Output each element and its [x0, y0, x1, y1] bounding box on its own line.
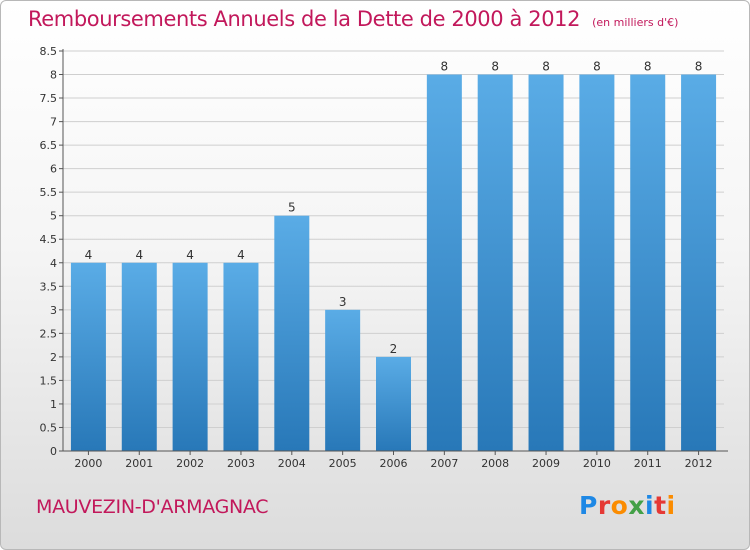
y-tick-label: 4.5	[40, 233, 58, 246]
bar	[426, 74, 462, 451]
logo-letter: t	[654, 491, 667, 520]
y-tick-label: 0.5	[40, 421, 58, 434]
logo-letter: x	[628, 491, 645, 520]
y-tick-label: 0	[50, 445, 57, 458]
bar	[528, 74, 564, 451]
y-tick-label: 7	[50, 116, 57, 129]
bar	[223, 262, 259, 451]
chart-title: Remboursements Annuels de la Dette de 20…	[28, 7, 581, 31]
y-tick-label: 6.5	[40, 139, 58, 152]
y-tick-label: 2.5	[40, 327, 58, 340]
y-tick-label: 7.5	[40, 92, 58, 105]
logo-letter: o	[610, 491, 629, 520]
x-tick-label: 2010	[583, 457, 611, 470]
bar	[274, 215, 310, 451]
x-tick-label: 2001	[125, 457, 153, 470]
bar	[121, 262, 157, 451]
x-tick-label: 2006	[380, 457, 408, 470]
x-tick-label: 2005	[329, 457, 357, 470]
logo-letter: i	[645, 491, 655, 520]
bar	[376, 356, 411, 451]
x-tick-label: 2007	[430, 457, 458, 470]
y-tick-label: 3	[50, 304, 57, 317]
bar	[681, 74, 717, 451]
bar-value-label: 4	[135, 248, 143, 262]
x-tick-label: 2008	[481, 457, 509, 470]
x-tick-label: 2011	[634, 457, 662, 470]
bar-value-label: 4	[186, 248, 194, 262]
logo-letter: r	[597, 491, 611, 520]
x-tick-label: 2004	[278, 457, 306, 470]
logo-letter: P	[579, 491, 598, 520]
bar-value-label: 8	[593, 60, 601, 74]
y-tick-label: 8.5	[40, 45, 58, 58]
y-tick-label: 5	[50, 210, 57, 223]
bar-value-label: 8	[695, 60, 703, 74]
bar-value-label: 8	[542, 60, 550, 74]
axes	[59, 49, 728, 455]
bar-value-label: 2	[390, 342, 398, 356]
x-tick-label: 2002	[176, 457, 204, 470]
logo-letter: i	[666, 491, 676, 520]
y-tick-label: 3.5	[40, 280, 58, 293]
chart-subtitle: (en milliers d'€)	[592, 16, 679, 29]
bar-value-label: 8	[491, 60, 499, 74]
y-tick-label: 2	[50, 351, 57, 364]
bar	[579, 74, 615, 451]
bar-value-label: 8	[644, 60, 652, 74]
bar	[172, 262, 208, 451]
bar-value-label: 8	[441, 60, 449, 74]
bar-value-label: 4	[237, 248, 245, 262]
bar-value-label: 3	[339, 295, 347, 309]
bar	[630, 74, 666, 451]
bar	[477, 74, 513, 451]
y-tick-label: 8	[50, 69, 57, 82]
y-tick-label: 6	[50, 163, 57, 176]
labels: 0 0.5 1 1.5 2 2.5 3 3.5 4 4.5 5 5.5 6 6.5 7 7.5 8 8.5 4 200…	[40, 45, 713, 470]
bars	[70, 74, 717, 451]
bar	[70, 262, 106, 451]
x-tick-label: 2009	[532, 457, 560, 470]
x-tick-label: 2000	[74, 457, 102, 470]
bar-value-label: 5	[288, 201, 296, 215]
bar-value-label: 4	[85, 248, 93, 262]
x-tick-label: 2012	[685, 457, 713, 470]
bar	[325, 309, 361, 451]
x-tick-label: 2003	[227, 457, 255, 470]
commune-name: MAUVEZIN-D'ARMAGNAC	[36, 496, 269, 518]
y-tick-label: 1.5	[40, 374, 58, 387]
proxiti-logo: Proxiti	[579, 491, 676, 520]
y-tick-label: 1	[50, 398, 57, 411]
y-tick-label: 5.5	[40, 186, 58, 199]
chart-title-block: Remboursements Annuels de la Dette de 20…	[28, 7, 678, 31]
y-tick-label: 4	[50, 257, 57, 270]
